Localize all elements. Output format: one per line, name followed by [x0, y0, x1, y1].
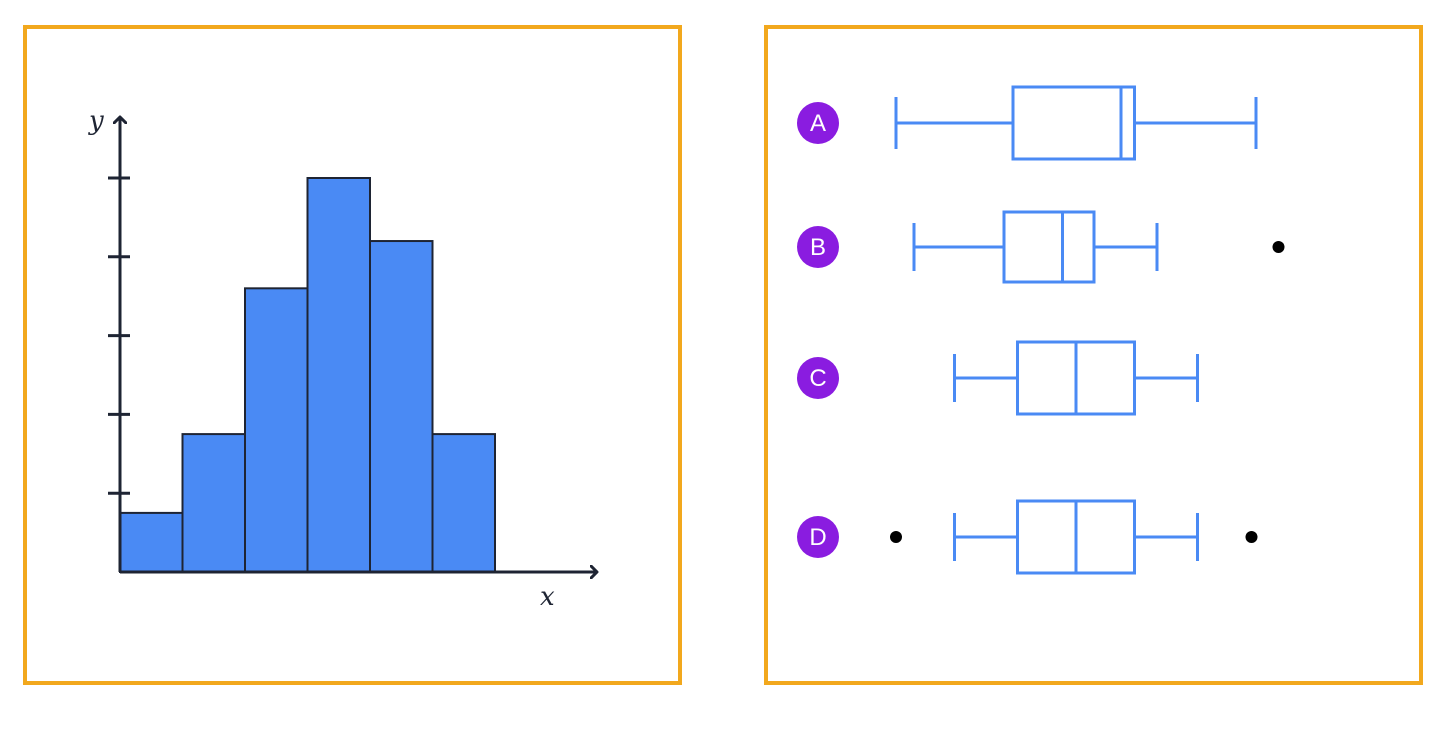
outlier-point [1272, 241, 1285, 253]
outlier-point [1245, 531, 1258, 543]
outlier-point [890, 531, 902, 543]
histogram-chart: y x [88, 106, 678, 612]
histogram-panel: y x [23, 25, 682, 685]
box-label: B [810, 234, 826, 261]
boxplot-a: A [797, 85, 1258, 161]
histogram-bar [306, 177, 371, 573]
boxplot-panel: A B C D [764, 25, 1423, 685]
boxplot-b: B [797, 210, 1285, 284]
histogram-bar [431, 433, 496, 573]
boxplot-chart: A B C D [797, 85, 1285, 575]
box-label-badge [797, 102, 839, 144]
box-label: D [809, 524, 826, 551]
histogram-bar [119, 511, 184, 573]
interquartile-box [1002, 210, 1096, 284]
boxplot-d: D [797, 499, 1258, 575]
histogram-bar [181, 433, 246, 573]
x-axis-label: x [540, 582, 555, 612]
histogram-bar [369, 240, 434, 573]
boxplot-c: C [797, 340, 1199, 416]
histogram-bar [244, 287, 309, 573]
box-label-badge [797, 516, 839, 558]
box-label-badge [797, 226, 839, 268]
y-axis-label: y [88, 106, 104, 136]
box-label-badge [797, 357, 839, 399]
interquartile-box [1011, 85, 1136, 161]
box-label: A [810, 110, 826, 137]
box-label: C [809, 365, 826, 392]
